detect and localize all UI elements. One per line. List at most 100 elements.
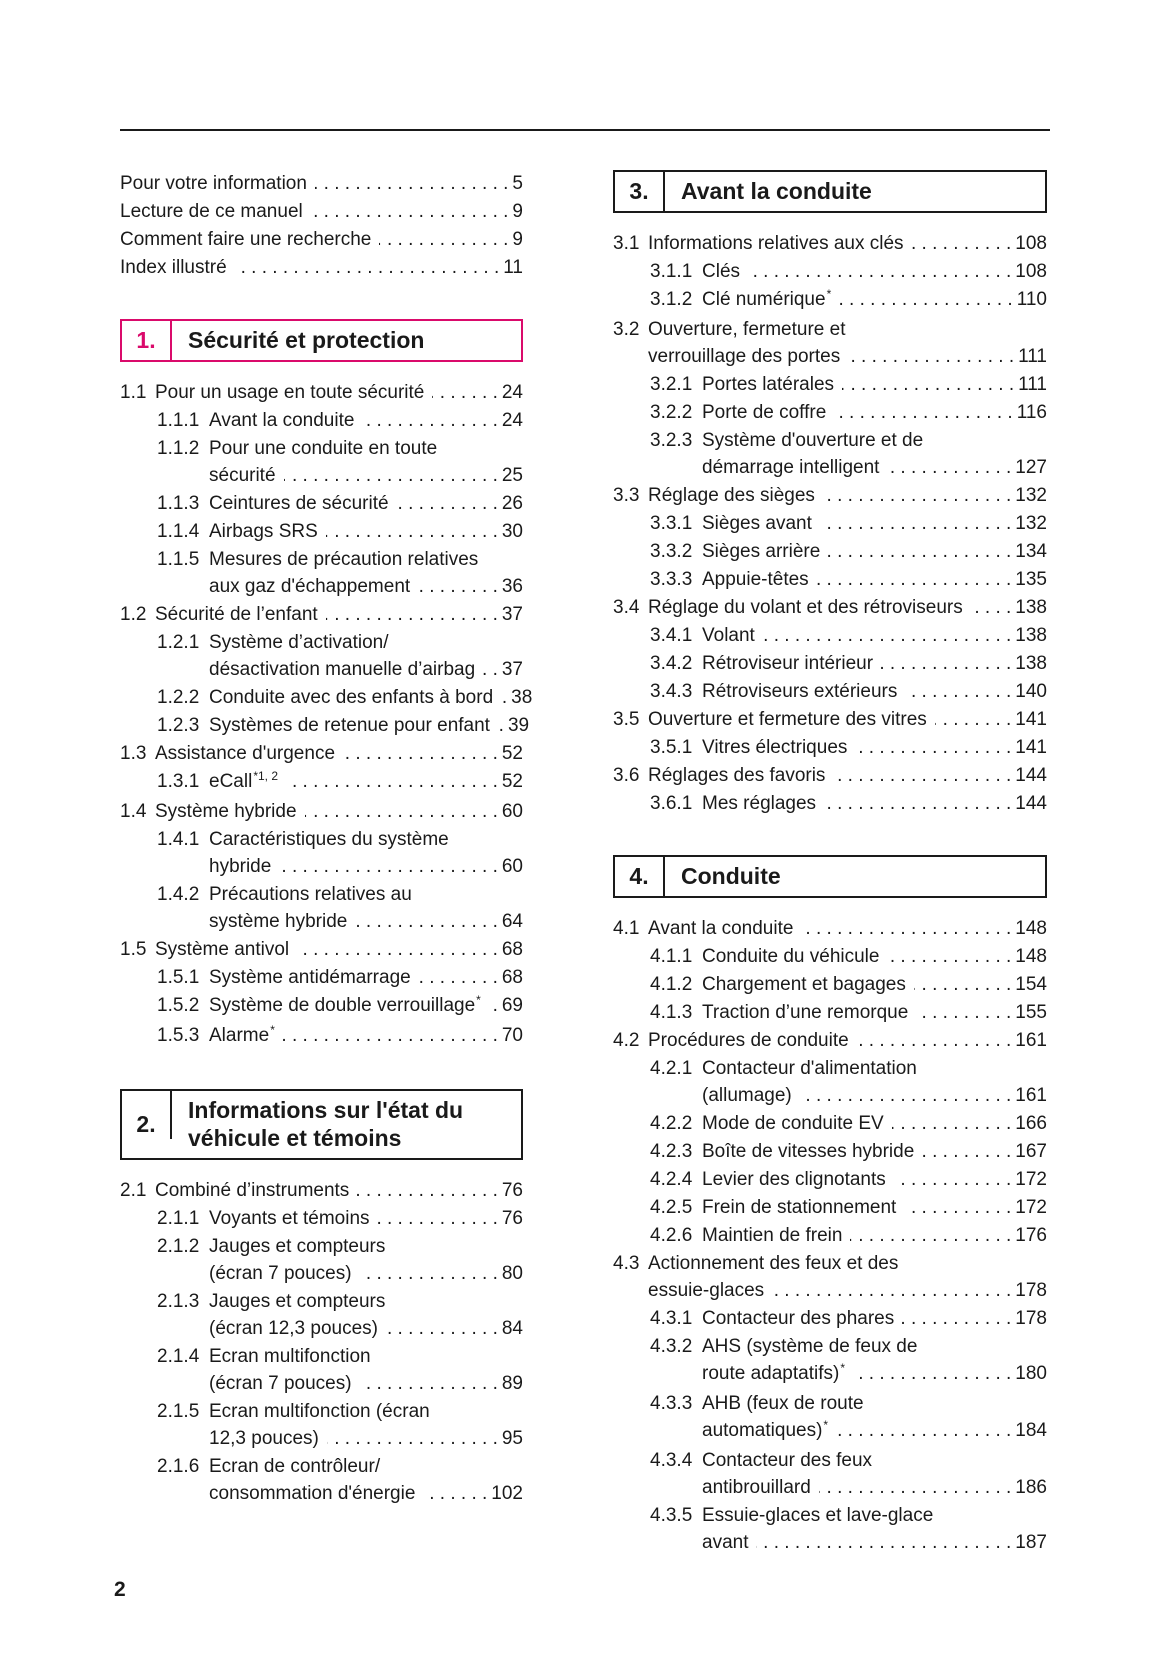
toc-entry-page: 187 — [1015, 1532, 1047, 1553]
toc-entry-page: 172 — [1015, 1197, 1047, 1218]
toc-entry: 1.4.2 Précautions relatives au système hyb… — [120, 881, 523, 935]
dot-leader: . . . . . . . . . . . . . . . . . . . . … — [311, 201, 509, 222]
dot-leader: . . . . . . . . . . . . . . . . . . . . … — [916, 1002, 1012, 1023]
toc-entry-page: 80 — [501, 1263, 523, 1284]
toc-entry-page: 95 — [501, 1428, 523, 1449]
toc-entry-page: 64 — [501, 911, 523, 932]
toc-entry-label: Volant — [702, 625, 755, 646]
toc-entry-label: aux gaz d'échappement — [209, 576, 411, 597]
toc-entry-page: 132 — [1015, 485, 1047, 506]
dot-leader: . . . . . . . . . . . . . . . . . . . . … — [286, 771, 498, 792]
dot-leader: . . . . . . . . . . . . . . . . . . . . … — [357, 1180, 498, 1201]
dot-leader: . . . . . . . . . . . . . . . . . . . . … — [824, 793, 1012, 814]
toc-entry: 4.3.3 AHB (feux de route automatiques)* . .… — [613, 1390, 1047, 1446]
toc-entry-label: Mesures de précaution relatives — [209, 549, 479, 570]
section-number: 1. — [136, 327, 156, 353]
toc-entry-label: Assistance d'urgence — [155, 743, 336, 764]
dot-leader: . . . . . . . . . . . . . . . . . . . . … — [833, 765, 1012, 786]
toc-entry-label: Système antivol — [155, 939, 290, 960]
toc-entry-number: 4.2.3 — [650, 1141, 693, 1162]
toc-entry-page: 11 — [503, 257, 523, 278]
toc-entry: 2.1.1 Voyants et témoins . . . . . . . . .… — [120, 1205, 523, 1232]
dot-leader: . . . . . . . . . . . . . . . . . . . . … — [378, 1208, 498, 1229]
toc-entry-page: 52 — [501, 771, 523, 792]
toc-entry-page: 68 — [501, 939, 523, 960]
toc-entry: 4.3.1 Contacteur des phares . . . . . . . … — [613, 1305, 1047, 1332]
toc-entry-number: 1.5.1 — [157, 967, 200, 988]
toc-entry-page: 144 — [1015, 765, 1047, 786]
toc-entry: 4.2.1 Contacteur d'alimentation (allumage)… — [613, 1055, 1047, 1109]
toc-entry: 3.5 Ouverture et fermeture des vitres . . … — [613, 706, 1047, 733]
toc-entry-label: route adaptatifs)* — [702, 1361, 845, 1384]
toc-entry-number: 1.1.4 — [157, 521, 200, 542]
toc-entry-number: 3.3.1 — [650, 513, 693, 534]
toc-entry: 1.5 Système antivol . . . . . . . . . . . … — [120, 936, 523, 963]
toc-entry-number: 3.4.2 — [650, 653, 693, 674]
toc-entry-number: 4.2 — [613, 1030, 640, 1051]
dot-leader: . . . . . . . . . . . . . . . . . . . . … — [922, 1141, 1012, 1162]
toc-entry-label: Précautions relatives au — [209, 884, 412, 905]
toc-entry-number: 4.1.3 — [650, 1002, 693, 1023]
toc-entry-page: 172 — [1015, 1169, 1047, 1190]
dot-leader: . . . . . . . . . . . . . . . . . . . . … — [235, 257, 500, 278]
toc-entry-page: 132 — [1015, 513, 1047, 534]
toc-entry-number: 2.1.5 — [157, 1401, 200, 1422]
toc-entry-label: Système antidémarrage — [209, 967, 411, 988]
toc-entry-page: 161 — [1015, 1030, 1047, 1051]
toc-entry-page: 26 — [501, 493, 523, 514]
section-number: 4. — [629, 863, 649, 889]
dot-leader: . . . . . . . . . . . . . . . . . . . . … — [326, 604, 498, 625]
toc-entry-page: 60 — [501, 801, 523, 822]
toc-entry: 4.3 Actionnement des feux et des essuie-gl… — [613, 1250, 1047, 1304]
dot-leader: . . . . . . . . . . . . . . . . . . . . … — [284, 465, 498, 486]
toc-entry-page: 180 — [1015, 1363, 1047, 1384]
dot-leader: . . . . . . . . . . . . . . . . . . . . … — [327, 1428, 498, 1449]
toc-entry-label: Vitres électriques — [702, 737, 848, 758]
toc-entry: 1.1.4 Airbags SRS . . . . . . . . . . . . … — [120, 518, 523, 545]
toc-entry: 3.1 Informations relatives aux clés . . . … — [613, 230, 1047, 257]
dot-leader: . . . . . . . . . . . . . . . . . . . . … — [902, 1308, 1012, 1329]
toc-entry: 4.3.2 AHS (système de feux de route adapta… — [613, 1333, 1047, 1389]
toc-entry-number: 1.4.1 — [157, 829, 200, 850]
toc-entry-label: Boîte de vitesses hybride — [702, 1141, 915, 1162]
dot-leader: . . . . . . . . . . . . . . . . . . . . … — [432, 382, 498, 403]
toc-entry-number: 4.3.4 — [650, 1450, 693, 1471]
toc-entry-page: 76 — [501, 1208, 523, 1229]
toc-entry: 1.4.1 Caractéristiques du système hybride.… — [120, 826, 523, 880]
toc-entry-label: Clé numérique* — [702, 287, 832, 310]
toc-entry-page: 52 — [501, 743, 523, 764]
toc-entry-label: eCall*1, 2 — [209, 769, 278, 792]
toc-entry-label: Voyants et témoins — [209, 1208, 370, 1229]
toc-entry-number: 3.1.2 — [650, 289, 693, 310]
toc-entry: 1.3 Assistance d'urgence . . . . . . . . .… — [120, 740, 523, 767]
dot-leader: . . . . . . . . . . . . . . . . . . . . … — [887, 457, 1012, 478]
toc-entry-label: Procédures de conduite — [648, 1030, 849, 1051]
toc-entry-label: Ecran de contrôleur/ — [209, 1456, 381, 1477]
section-title: Sécurité et protection — [188, 327, 425, 353]
toc-entry-number: 1.5.3 — [157, 1025, 200, 1046]
toc-entry: 4.1.1 Conduite du véhicule . . . . . . . .… — [613, 943, 1047, 970]
toc-entry-page: 148 — [1015, 918, 1047, 939]
toc-entry-label: (écran 12,3 pouces) — [209, 1318, 378, 1339]
toc-entry-label: Frein de stationnement — [702, 1197, 897, 1218]
toc-entry-page: 60 — [501, 856, 523, 877]
section-title: Conduite — [681, 863, 781, 889]
toc-entry-page: 30 — [501, 521, 523, 542]
toc-entry-label: Ecran multifonction — [209, 1346, 371, 1367]
toc-entry-page: 9 — [512, 229, 523, 250]
toc-entry-number: 4.3.2 — [650, 1336, 693, 1357]
dot-leader: . . . . . . . . . . . . . . . . . . . . … — [379, 229, 509, 250]
toc-entry: 4.3.5 Essuie-glaces et lave-glace avant . .… — [613, 1502, 1047, 1556]
toc-entry-label: hybride — [209, 856, 272, 877]
toc-entry: 3.1.2 Clé numérique* . . . . . . . . . . .… — [613, 286, 1047, 315]
toc-entry: 2.1.2 Jauges et compteurs (écran 7 pouces)… — [120, 1233, 523, 1287]
toc-entry: 1.2.1 Système d’activation/désactivation … — [120, 629, 523, 683]
dot-leader: . . . . . . . . . . . . . . . . . . . . … — [343, 743, 498, 764]
toc-entry-label: Systèmes de retenue pour enfant — [209, 715, 490, 736]
toc-entry-page: 36 — [501, 576, 523, 597]
dot-leader: . . . . . . . . . . . . . . . . . . . . … — [748, 261, 1012, 282]
superscript-marker: * — [840, 1361, 845, 1375]
toc-entry: 3.2.2 Porte de coffre . . . . . . . . . . … — [613, 399, 1047, 426]
toc-entry-number: 1.3.1 — [157, 771, 200, 792]
